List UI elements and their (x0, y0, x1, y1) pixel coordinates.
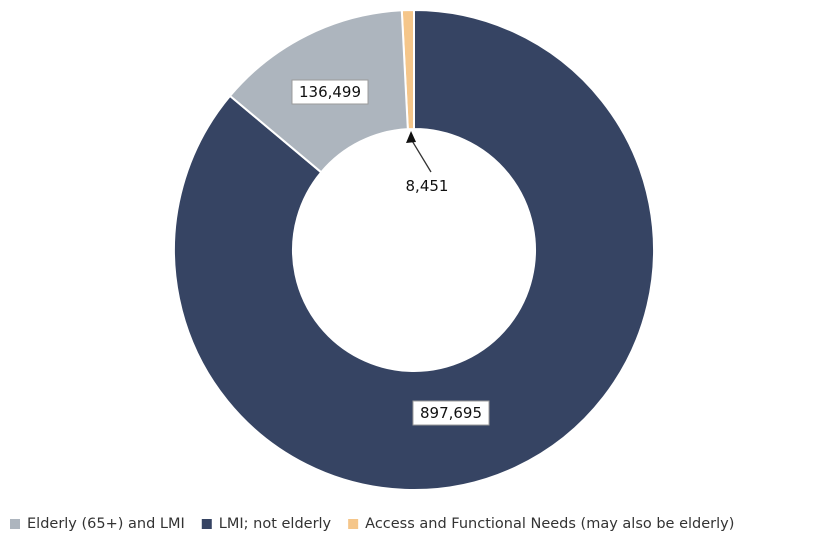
legend-label: Access and Functional Needs (may also be… (365, 516, 734, 532)
data-labels: 8,451 897,695 136,499 (291, 79, 490, 426)
leader-lines (406, 131, 432, 173)
leader-line (410, 138, 432, 173)
data-label-box (291, 79, 369, 105)
data-label-text: 8,451 (406, 177, 449, 195)
legend-swatch (10, 519, 20, 529)
legend-item-access-and-functional-needs-may-also-be-elderly: Access and Functional Needs (may also be… (348, 516, 734, 532)
data-label-elderly-65-and-lmi: 136,499 (291, 79, 369, 105)
data-label-text: 136,499 (299, 83, 361, 101)
legend-item-elderly-65-and-lmi: Elderly (65+) and LMI (10, 516, 185, 532)
data-label-access-and-functional-needs-may-also-be-elderly: 8,451 (406, 177, 449, 195)
leader-arrowhead (406, 131, 417, 144)
data-label-text: 897,695 (420, 404, 482, 422)
legend-label: Elderly (65+) and LMI (27, 516, 185, 532)
legend-label: LMI; not elderly (219, 516, 332, 532)
legend: Elderly (65+) and LMI LMI; not elderly Acc… (10, 516, 734, 532)
legend-swatch (348, 519, 359, 529)
legend-item-lmi-not-elderly: LMI; not elderly (201, 516, 332, 532)
data-label-lmi-not-elderly: 897,695 (412, 400, 490, 426)
legend-swatch (201, 519, 212, 529)
slice-lmi-not-elderly (173, 8, 655, 491)
data-label-box (412, 400, 490, 426)
